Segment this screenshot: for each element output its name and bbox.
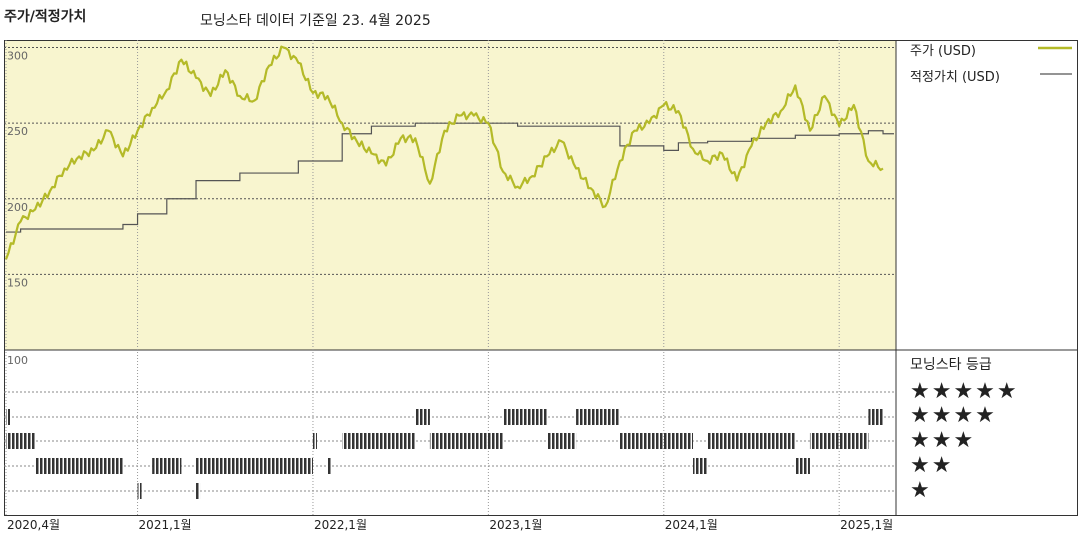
rating-band	[342, 433, 416, 449]
rating-band	[35, 458, 123, 474]
rating-band	[795, 458, 810, 474]
rating-band	[327, 458, 332, 474]
fair-value-line	[6, 122, 894, 233]
rating-band	[196, 483, 201, 499]
x-tick-label-5: 2025,1월	[840, 518, 893, 532]
y-tick-label-250: 250	[7, 125, 28, 138]
x-tick-label-1: 2021,1월	[139, 518, 192, 532]
rating-band	[6, 409, 10, 425]
x-tick-label-2: 2022,1월	[314, 518, 367, 532]
rating-row-5-stars: ★★★★★	[910, 379, 1019, 404]
rating-row-3-stars: ★★★	[910, 428, 976, 453]
rating-band	[546, 433, 577, 449]
rating-band	[415, 409, 430, 425]
legend-rating-title: 모닝스타 등급	[910, 357, 992, 373]
rating-band	[429, 433, 460, 449]
rating-band	[693, 458, 708, 474]
chart-header-title: 주가/적정가치	[4, 9, 87, 25]
chart-frame	[4, 40, 1078, 516]
rating-band	[868, 409, 884, 425]
rating-band	[707, 433, 796, 449]
rating-band	[6, 433, 36, 449]
plot-background	[4, 40, 896, 350]
rating-band	[152, 458, 182, 474]
rating-band	[137, 483, 142, 499]
rating-row-4-stars: ★★★★	[910, 403, 997, 428]
y-tick-label-200: 200	[7, 201, 28, 214]
rating-row-1-star: ★	[910, 478, 932, 503]
y-tick-label-300: 300	[7, 50, 28, 63]
chart-header-subtitle: 모닝스타 데이터 기준일 23. 4월 2025	[200, 13, 431, 29]
x-tick-label-4: 2024,1월	[665, 518, 718, 532]
legend-price-label: 주가 (USD)	[910, 44, 976, 59]
rating-band	[312, 433, 317, 449]
legend-fair-value-label: 적정가치 (USD)	[910, 70, 1000, 85]
price-line	[4, 45, 884, 260]
x-tick-label-3: 2023,1월	[489, 518, 542, 532]
x-tick-label-0: 2020,4월	[7, 518, 60, 532]
y-tick-label-150: 150	[7, 276, 28, 289]
rating-band	[619, 433, 694, 449]
lower-panel-label: 100	[7, 354, 28, 367]
rating-band	[576, 409, 620, 425]
rating-band	[196, 458, 313, 474]
rating-band	[809, 433, 869, 449]
rating-row-2-stars: ★★	[910, 453, 954, 478]
rating-band	[502, 409, 547, 425]
rating-band	[459, 433, 503, 449]
